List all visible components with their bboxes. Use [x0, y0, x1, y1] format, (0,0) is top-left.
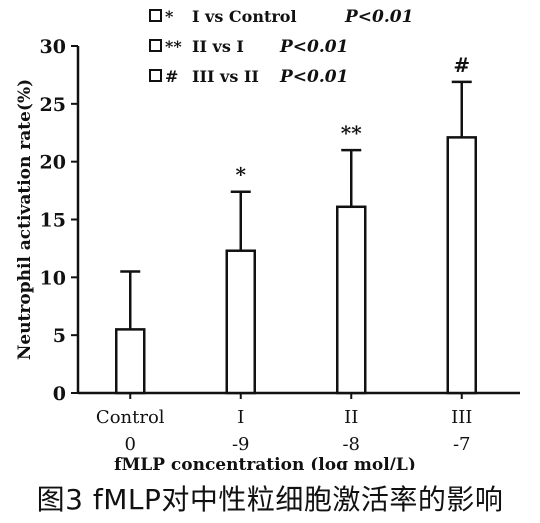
legend-symbol: **	[165, 37, 182, 56]
legend-label: II vs I	[192, 37, 244, 56]
legend-pvalue: P<0.01	[279, 37, 348, 57]
bars: ***#	[115, 53, 477, 395]
legend-swatch	[149, 9, 162, 22]
x-tick-label: III	[451, 407, 472, 428]
x-concentration-label: -8	[342, 434, 360, 455]
legend-pvalue: P<0.01	[279, 67, 348, 87]
figure-caption: 图3 fMLP对中性粒细胞激活率的影响	[36, 483, 504, 516]
legend-swatch	[149, 39, 162, 52]
x-concentration-label: -7	[453, 434, 471, 455]
bar	[446, 136, 477, 395]
legend-pvalue: P<0.01	[344, 7, 413, 27]
y-tick-label: 15	[40, 210, 66, 232]
y-tick-label: 25	[40, 94, 66, 116]
bar	[115, 328, 146, 395]
bar-chart: * I vs Control P<0.01 ** II vs I P<0.01 # III v…	[15, 7, 520, 475]
bar	[336, 205, 367, 395]
y-axis-title: Neutrophil activation rate(%)	[15, 79, 35, 360]
x-axis-title: fMLP concentration (log mol/L)	[114, 455, 416, 470]
y-tick-label: 0	[53, 383, 66, 405]
x-concentration-label: -9	[232, 434, 250, 455]
y-tick-label: 30	[40, 36, 66, 58]
legend: * I vs Control P<0.01 ** II vs I P<0.01 # III v…	[149, 7, 413, 87]
x-concentration-label: 0	[125, 434, 136, 455]
x-tick-label: I	[237, 407, 244, 428]
legend-symbol: #	[165, 67, 178, 86]
legend-label: I vs Control	[192, 7, 297, 26]
x-tick-label: Control	[96, 407, 165, 428]
legend-label: III vs II	[192, 67, 259, 86]
significance-marker: **	[341, 121, 362, 145]
y-tick-label: 5	[53, 325, 66, 347]
significance-marker: #	[453, 53, 470, 77]
y-tick-label: 20	[40, 152, 66, 174]
x-tick-label: II	[344, 407, 358, 428]
significance-marker: *	[236, 163, 247, 187]
bar	[225, 249, 256, 395]
legend-symbol: *	[165, 7, 174, 26]
legend-swatch	[149, 69, 162, 82]
y-tick-label: 10	[40, 267, 66, 289]
